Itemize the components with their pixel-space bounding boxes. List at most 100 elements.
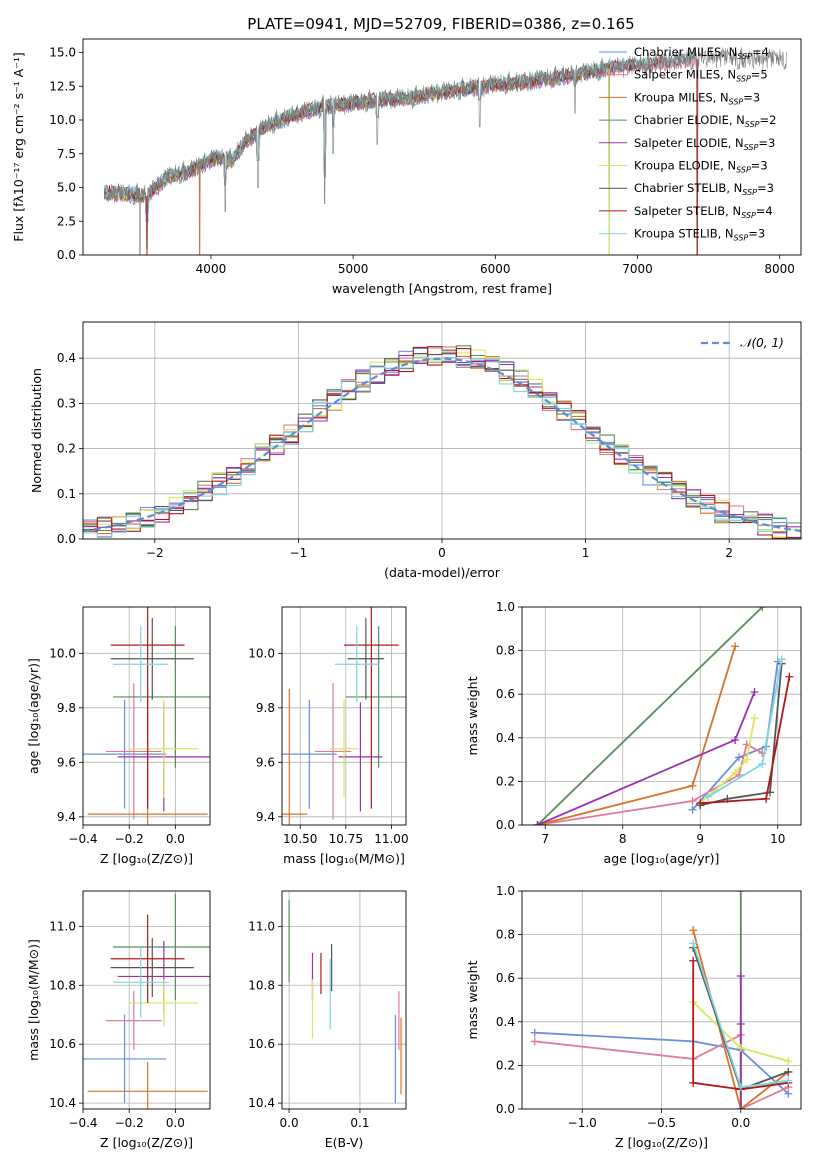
legend-sub: SSP — [737, 52, 752, 61]
mass-weight-marker — [696, 799, 705, 808]
legend-tail: =3 — [751, 159, 768, 173]
legend-tail: =3 — [757, 181, 774, 195]
model-spectrum-line — [103, 55, 695, 222]
mass-weight-line — [537, 691, 756, 825]
axes-frame — [521, 606, 802, 826]
y-tick-label: 10.4 — [248, 1096, 275, 1110]
y-axis-label: age [log₁₀(age/yr)] — [26, 658, 41, 774]
mass-weight-marker — [736, 1043, 745, 1052]
y-tick-label: 0.2 — [496, 1058, 515, 1072]
y-tick-label: 10.6 — [248, 1037, 275, 1051]
y-tick-label: 0.0 — [57, 532, 76, 546]
x-axis-label: mass [log₁₀(M/M⊙)] — [283, 851, 405, 866]
mass-weight-line — [700, 676, 791, 805]
model-spectrum-line — [103, 52, 695, 222]
mass-weight-line — [691, 661, 779, 811]
x-axis-label: E(B-V) — [325, 1135, 364, 1150]
legend-tail: =4 — [752, 45, 769, 59]
mass-weight-marker — [689, 1078, 698, 1087]
legend-label: Chabrier STELIB, NSSP=3 — [634, 181, 774, 197]
mass-weight-marker — [784, 1076, 793, 1085]
y-tick-label: 0.4 — [496, 731, 515, 745]
plot-area — [282, 891, 406, 1109]
mass-weight-line — [692, 960, 789, 1091]
legend-sub: SSP — [744, 143, 759, 152]
legend-label: Salpeter STELIB, NSSP=4 — [634, 204, 773, 220]
x-tick-label: 6000 — [480, 262, 511, 276]
mass-weight-marker — [750, 714, 759, 723]
mass-weight-marker — [785, 672, 794, 681]
y-tick-label: 10.0 — [49, 113, 76, 127]
mass-weight-marker — [784, 1057, 793, 1066]
mass-weight-marker — [689, 939, 698, 948]
y-tick-label: 9.4 — [57, 810, 76, 824]
mass-weight-marker — [689, 926, 698, 935]
y-tick-label: 2.5 — [57, 214, 76, 228]
y-tick-label: 15.0 — [49, 46, 76, 60]
y-tick-label: 0.3 — [57, 396, 76, 410]
x-axis-label: Z [log₁₀(Z/Z⊙)] — [100, 1135, 193, 1150]
mass-weight-marker — [731, 768, 740, 777]
plot-area — [522, 607, 801, 825]
y-tick-label: 11.0 — [248, 919, 275, 933]
legend-text: Salpeter ELODIE, N — [634, 136, 744, 150]
chart-weight-vs-age: 7 8 9 10 0.0 0.2 0.4 0.6 0.8 1.0 age [log₁₀(age/yr… — [465, 600, 802, 866]
mass-weight-marker — [688, 797, 697, 806]
y-tick-label: 0.4 — [496, 1015, 515, 1029]
y-axis-label: Flux [fλ10⁻¹⁷ erg cm⁻² s⁻¹ A⁻¹] — [11, 52, 26, 241]
x-tick-label: 7 — [541, 832, 549, 846]
gaussian-reference-line — [83, 357, 801, 533]
legend-text: Kroupa MILES, N — [634, 90, 729, 104]
y-tick-label: 0.6 — [496, 971, 515, 985]
x-tick-label: −2 — [146, 546, 164, 560]
x-tick-label: 0.0 — [166, 1116, 185, 1130]
y-tick-label: 11.0 — [49, 919, 76, 933]
y-tick-label: 9.4 — [256, 810, 275, 824]
legend-text: Salpeter MILES, N — [634, 68, 736, 82]
histogram-step — [83, 346, 801, 539]
y-tick-label: 9.8 — [256, 701, 275, 715]
y-tick-label: 10.4 — [49, 1096, 76, 1110]
y-tick-label: 1.0 — [496, 600, 515, 614]
legend-sub: SSP — [729, 97, 744, 106]
mass-weight-line — [699, 718, 756, 804]
chart-weight-vs-Z: −1.0 −0.5 0.0 0.0 0.2 0.4 0.6 0.8 1.0 Z [log₁₀(Z/… — [465, 884, 802, 1150]
y-axis-label: Normed distribution — [29, 368, 44, 493]
mass-weight-marker — [735, 753, 743, 762]
legend-tail: =3 — [748, 227, 765, 241]
x-tick-label: 0.0 — [280, 1116, 299, 1130]
x-tick-label: 10 — [770, 832, 785, 846]
plot-area — [83, 322, 801, 539]
y-tick-label: 0.8 — [496, 928, 515, 942]
model-spectrum-line — [104, 52, 695, 222]
x-tick-label: −1 — [290, 546, 308, 560]
legend-sub: SSP — [741, 211, 756, 220]
model-spectrum-line — [103, 66, 609, 222]
y-tick-label: 0.1 — [57, 487, 76, 501]
mass-weight-marker — [736, 972, 745, 981]
page-title: PLATE=0941, MJD=52709, FIBERID=0386, z=0… — [247, 15, 634, 33]
plot-area — [83, 607, 210, 825]
mass-weight-marker — [758, 607, 767, 611]
plot-area — [282, 607, 406, 825]
x-tick-label: 0.1 — [350, 1116, 369, 1130]
x-tick-label: 11.00 — [374, 832, 408, 846]
x-tick-label: 0 — [438, 546, 446, 560]
mass-weight-marker — [688, 781, 697, 790]
y-axis-label: mass [log₁₀(M/M⊙)] — [26, 939, 41, 1061]
chart-age-vs-mass: 10.50 10.75 11.00 9.4 9.6 9.8 10.0 mass [log₁₀(… — [248, 606, 409, 866]
x-tick-label: 5000 — [338, 262, 369, 276]
mass-weight-marker — [731, 642, 740, 651]
x-axis-label: wavelength [Angstrom, rest frame] — [332, 281, 552, 296]
mass-weight-marker — [777, 655, 786, 664]
histogram-step — [83, 349, 801, 538]
plot-area — [103, 46, 788, 255]
mass-weight-marker — [688, 805, 697, 814]
chart-age-vs-Z: −0.4 −0.2 0.0 9.4 9.6 9.8 10.0 Z [log₁₀(Z/Z⊙)] a… — [26, 606, 211, 866]
x-tick-label: 2 — [725, 546, 733, 560]
x-tick-label: 8000 — [764, 262, 795, 276]
y-tick-label: 10.6 — [49, 1037, 76, 1051]
y-tick-label: 9.8 — [57, 701, 76, 715]
legend-label: Kroupa STELIB, NSSP=3 — [634, 227, 765, 243]
legend-text: Chabrier STELIB, N — [634, 181, 742, 195]
